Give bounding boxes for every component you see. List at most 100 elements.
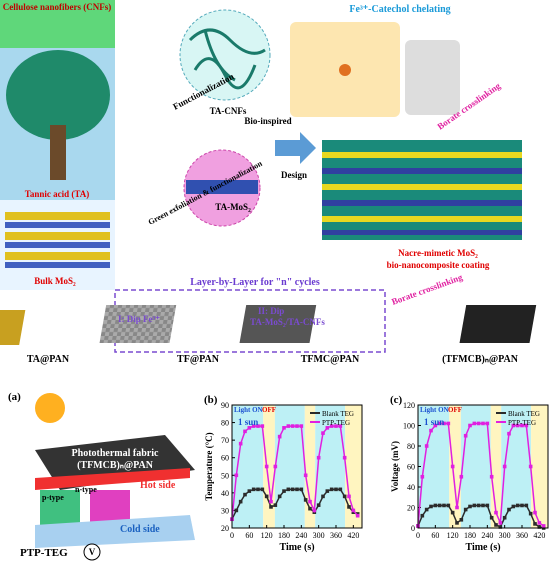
point xyxy=(286,487,291,492)
point xyxy=(286,424,291,428)
step1: I: Dip Fe³⁺ xyxy=(118,314,160,324)
hot-plate xyxy=(35,468,190,490)
light-band xyxy=(490,405,502,528)
meter xyxy=(83,543,101,561)
point xyxy=(234,508,239,513)
point xyxy=(485,503,490,508)
n-leg xyxy=(90,490,130,525)
point xyxy=(533,510,537,515)
point xyxy=(437,503,442,508)
mos2-stack xyxy=(5,212,110,268)
p-type: p-type xyxy=(42,493,64,502)
y-tick-label: 30 xyxy=(221,506,229,515)
point xyxy=(251,487,256,492)
point xyxy=(455,505,459,510)
point xyxy=(277,494,282,499)
borate-box xyxy=(405,40,460,115)
point xyxy=(334,487,338,492)
y-axis-title: Temperature (°C) xyxy=(204,432,214,500)
point xyxy=(472,421,477,426)
point xyxy=(243,429,247,434)
point xyxy=(498,525,503,529)
x-tick-label: 360 xyxy=(516,531,528,540)
ta-cnf-circle xyxy=(179,9,271,101)
fabric-1 xyxy=(0,310,26,345)
point xyxy=(528,464,533,469)
point xyxy=(238,441,243,446)
light-band xyxy=(263,405,275,528)
tree-trunk xyxy=(50,125,66,180)
light-band xyxy=(449,405,461,528)
point xyxy=(238,499,243,504)
legend-label: PTP-TEG xyxy=(322,419,350,427)
point xyxy=(459,518,464,522)
cold-side: Cold side xyxy=(120,524,160,535)
point xyxy=(541,524,546,528)
x-tick-label: 120 xyxy=(447,531,459,540)
x-tick-label: 420 xyxy=(347,531,359,540)
fabric-4 xyxy=(459,305,537,343)
point xyxy=(338,487,343,492)
fabric-text: Photothermal fabric xyxy=(72,448,159,459)
point xyxy=(511,504,516,509)
point xyxy=(277,434,282,439)
fe-ion xyxy=(339,64,351,76)
point xyxy=(273,503,278,507)
device: PTP-TEG xyxy=(20,547,68,559)
step2b: TA-MoS₂/TA-CNFs xyxy=(250,317,325,327)
x-tick-label: 60 xyxy=(431,531,439,540)
point xyxy=(455,521,459,525)
y-tick-label: 70 xyxy=(221,436,229,445)
point xyxy=(537,525,542,529)
nacre-1: Nacre-mimetic MoS₂ xyxy=(398,248,478,258)
fabric-text: (TFMCB)ₙ@PAN xyxy=(77,460,154,471)
cold-plate xyxy=(35,515,195,548)
point xyxy=(502,464,507,469)
point xyxy=(334,424,338,428)
chelating: Fe³⁺-Catechol chelating xyxy=(349,4,450,15)
ta-cnfs-label: TA-CNFs xyxy=(210,106,247,116)
light-band xyxy=(460,405,491,528)
hot-side: Hot side xyxy=(140,480,176,491)
ta-mos2-layer xyxy=(186,180,258,194)
nacre-2: bio-nanocomposite coating xyxy=(387,260,490,270)
point xyxy=(342,455,347,460)
point xyxy=(515,503,520,508)
fibers xyxy=(188,28,266,90)
point xyxy=(533,522,537,526)
point xyxy=(515,423,520,428)
x-tick-label: 300 xyxy=(499,531,511,540)
point xyxy=(420,474,425,479)
sun xyxy=(35,393,65,423)
point xyxy=(264,464,269,469)
panel-label: (a) xyxy=(8,391,21,403)
design-arrow xyxy=(275,132,316,164)
y-axis-title: Voltage (mV) xyxy=(390,441,400,492)
nacre xyxy=(322,140,522,240)
y-tick-label: 50 xyxy=(221,471,229,480)
point xyxy=(325,489,330,493)
point xyxy=(251,424,256,428)
x-tick-label: 180 xyxy=(278,531,290,540)
point xyxy=(433,423,438,428)
point xyxy=(329,424,334,428)
point xyxy=(338,424,343,428)
p-leg xyxy=(40,490,80,525)
fabric-2 xyxy=(99,305,177,343)
borate-step: Borate crosslinking xyxy=(390,272,464,307)
point xyxy=(243,492,247,497)
point xyxy=(446,503,451,508)
point xyxy=(260,424,265,428)
legend-label: PTP-TEG xyxy=(508,419,536,427)
ta-mos2-label: TA-MoS₂ xyxy=(215,202,251,212)
point xyxy=(234,473,239,478)
x-tick-label: 120 xyxy=(261,531,273,540)
point xyxy=(476,503,481,508)
fabric-label: TFMC@PAN xyxy=(301,354,360,365)
x-tick-label: 0 xyxy=(230,531,234,540)
point xyxy=(524,423,529,428)
point xyxy=(450,464,455,469)
legend-label: Blank TEG xyxy=(508,410,540,418)
x-tick-label: 60 xyxy=(245,531,253,540)
point xyxy=(420,513,425,518)
